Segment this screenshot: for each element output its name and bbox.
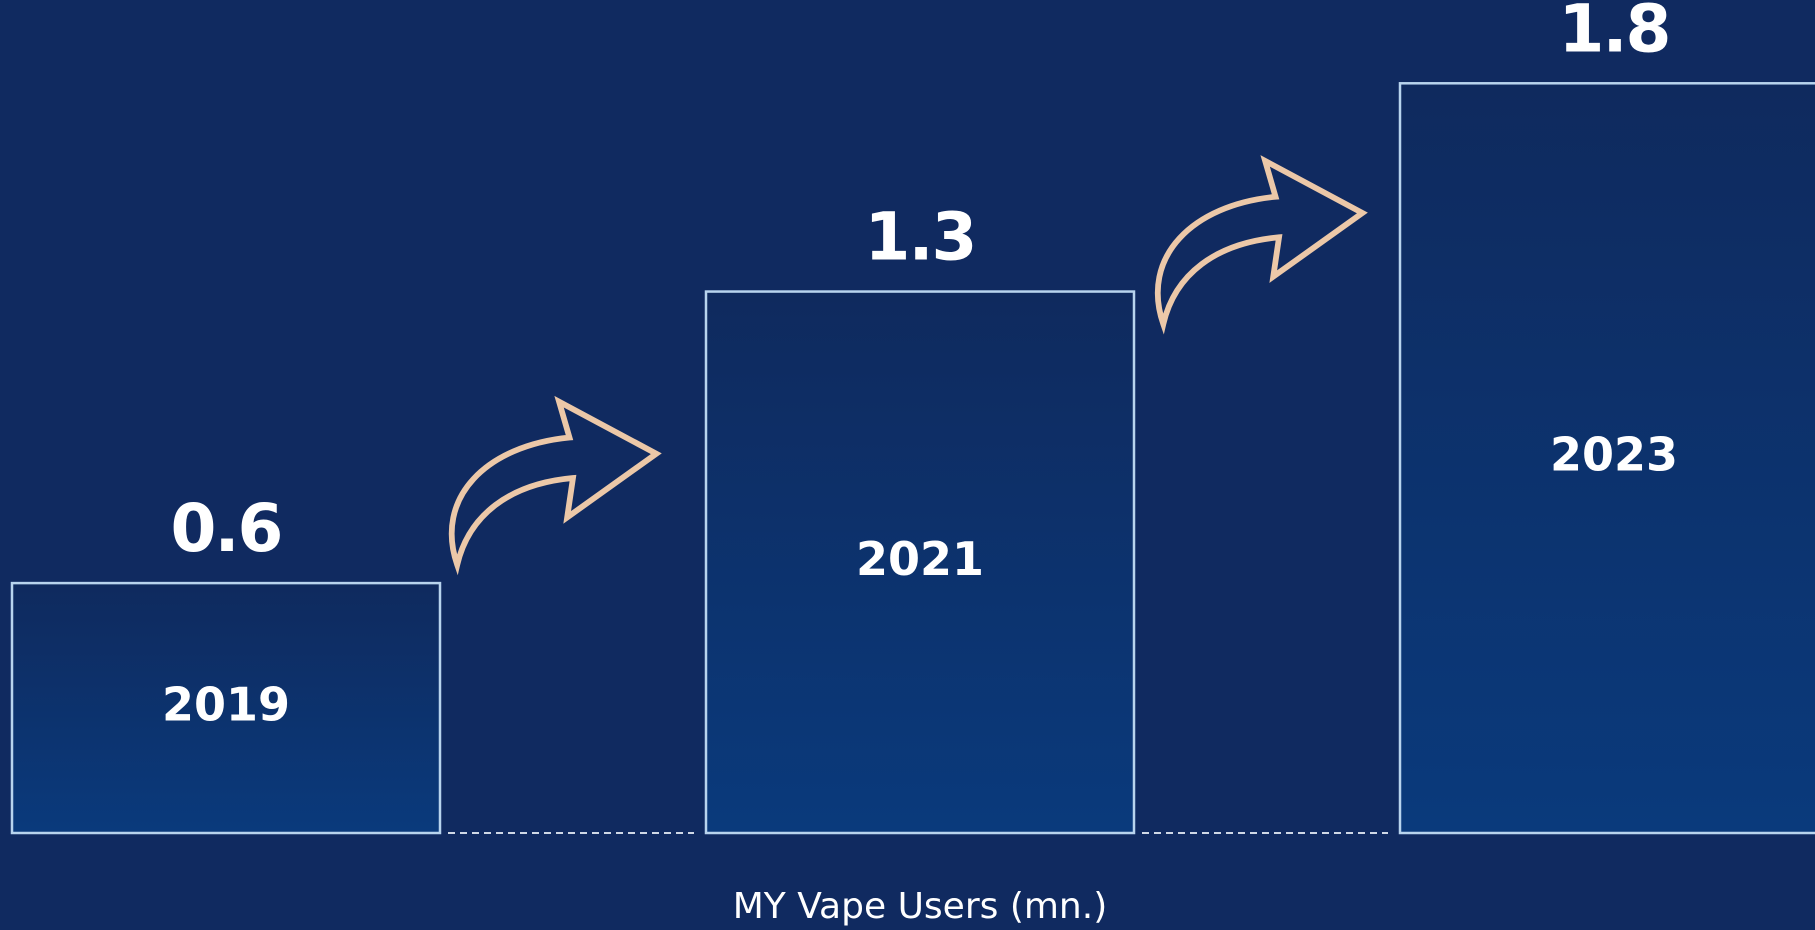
- bar: [704, 290, 1136, 835]
- bar: [1398, 82, 1815, 835]
- category-label: 2019: [162, 678, 290, 732]
- category-label: 2023: [1550, 428, 1678, 482]
- arrows: [448, 155, 1368, 576]
- value-label: 0.6: [171, 490, 282, 567]
- bar: [10, 581, 442, 835]
- category-label: 2021: [856, 532, 984, 586]
- value-label: 1.3: [865, 199, 976, 276]
- arrow: [448, 395, 662, 576]
- value-label: 1.8: [1559, 0, 1670, 67]
- arrow: [1155, 155, 1368, 335]
- x-axis-label: MY Vape Users (mn.): [733, 886, 1108, 927]
